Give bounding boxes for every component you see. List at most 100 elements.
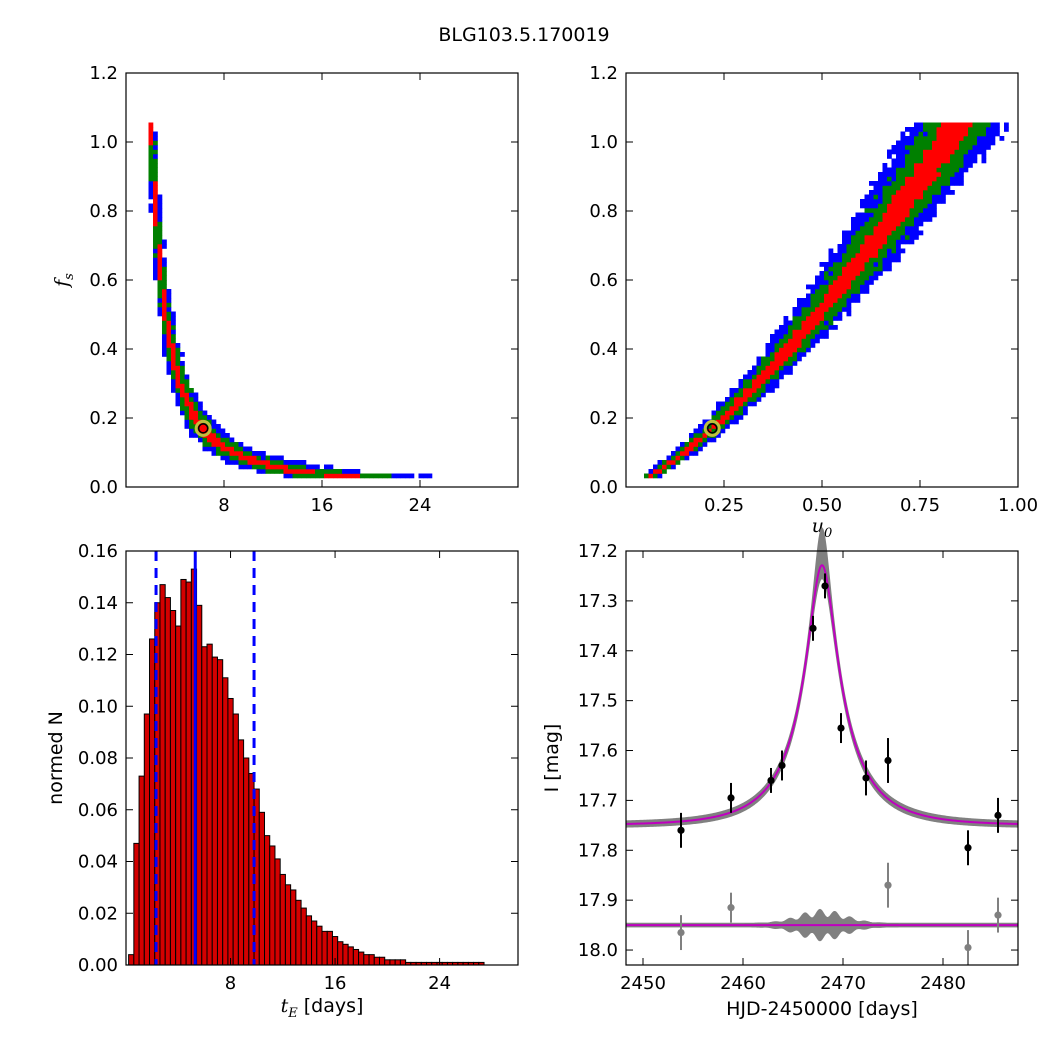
sigma3-region (855, 284, 861, 290)
y-axis-label: fs (51, 273, 77, 289)
sigma2-region (801, 320, 807, 326)
sigma3-region (860, 271, 865, 276)
sigma2-region (842, 280, 847, 285)
sigma3-region (864, 271, 870, 276)
sigma2-region (828, 289, 834, 294)
sigma3-region (819, 284, 825, 290)
sigma3-region (855, 275, 861, 281)
sigma4-region (427, 473, 433, 479)
sigma2-region (882, 230, 888, 236)
sigma4-region (797, 298, 802, 303)
sigma4-region (873, 271, 879, 276)
sigma3-region (662, 469, 667, 474)
sigma3-region (175, 361, 181, 366)
sigma4-region (148, 190, 154, 195)
sigma4-region (238, 442, 244, 447)
y-tick-label: 0.0 (589, 477, 618, 498)
sigma2-region (770, 365, 775, 371)
sigma3-region (797, 320, 802, 326)
sigma2-region (288, 469, 293, 474)
sigma3-region (225, 437, 230, 443)
sigma3-region (153, 239, 158, 245)
axes-frame (625, 550, 1019, 966)
sigma3-region (896, 172, 901, 177)
sigma2-region (743, 397, 748, 402)
sigma3-region (819, 298, 825, 303)
sigma4-region (990, 140, 996, 146)
x-tick-label: 0.50 (802, 495, 842, 516)
sigma2-region (918, 167, 924, 173)
sigma3-region (909, 217, 915, 222)
sigma4-region (878, 271, 883, 276)
sigma3-region (945, 181, 951, 186)
sigma4-region (887, 154, 892, 159)
histogram-bar (128, 954, 135, 966)
sigma4-region (162, 262, 167, 267)
sigma4-region (905, 230, 910, 236)
sigma3-region (333, 469, 338, 474)
sigma3-region (225, 442, 230, 447)
y-tick-label: 17.5 (578, 691, 618, 712)
sigma4-region (990, 131, 996, 137)
sigma3-region (909, 167, 915, 173)
sigma3-region (788, 329, 793, 335)
sigma4-region (864, 212, 870, 218)
sigma4-region (261, 455, 266, 461)
sigma3-region (900, 181, 906, 186)
sigma4-region (923, 217, 928, 222)
sigma4-region (157, 199, 163, 204)
sigma4-region (400, 473, 406, 479)
sigma3-region (801, 338, 807, 344)
sigma4-region (950, 176, 955, 182)
sigma3-region (153, 176, 158, 182)
sigma2-region (162, 302, 167, 308)
sigma2-region (905, 199, 910, 204)
sigma2-region (243, 455, 248, 461)
sigma2-region (153, 203, 158, 209)
sigma4-region (405, 473, 410, 479)
sigma4-region (770, 343, 775, 348)
sigma2-region (666, 460, 672, 465)
sigma3-region (945, 176, 951, 182)
sigma2-region (756, 374, 762, 380)
sigma2-region (873, 253, 879, 258)
sigma2-region (837, 293, 843, 299)
sigma4-region (770, 347, 775, 353)
sigma2-region (207, 433, 212, 438)
sigma3-region (824, 275, 829, 281)
sigma2-region (806, 316, 811, 321)
sigma4-region (869, 181, 874, 186)
sigma2-region (680, 451, 685, 456)
sigma3-region (180, 401, 185, 407)
sigma2-region (891, 217, 897, 222)
sigma3-region (914, 154, 919, 159)
sigma2-region (229, 446, 235, 452)
sigma3-region (702, 437, 708, 443)
sigma2-region (824, 307, 829, 312)
sigma2-region (896, 208, 901, 213)
sigma3-region (900, 230, 906, 236)
sigma4-region (153, 257, 158, 263)
sigma3-region (756, 392, 762, 398)
sigma2-region (869, 248, 874, 254)
sigma4-region (909, 131, 915, 137)
sigma3-region (265, 455, 271, 461)
sigma3-region (864, 230, 870, 236)
sigma4-region (914, 131, 919, 137)
sigma3-region (801, 316, 807, 321)
sigma3-region (243, 460, 248, 465)
sigma3-region (747, 383, 753, 389)
sigma4-region (981, 149, 987, 155)
sigma3-region (711, 428, 717, 434)
sigma3-region (153, 163, 158, 168)
sigma2-region (941, 154, 946, 159)
sigma3-region (382, 473, 388, 479)
sigma4-region (914, 226, 919, 231)
sigma4-region (225, 433, 230, 438)
sigma3-region (328, 469, 334, 474)
sigma3-region (950, 172, 955, 177)
sigma2-region (842, 289, 847, 294)
sigma4-region (157, 298, 163, 303)
sigma2-region (828, 298, 834, 303)
sigma2-region (855, 266, 861, 272)
